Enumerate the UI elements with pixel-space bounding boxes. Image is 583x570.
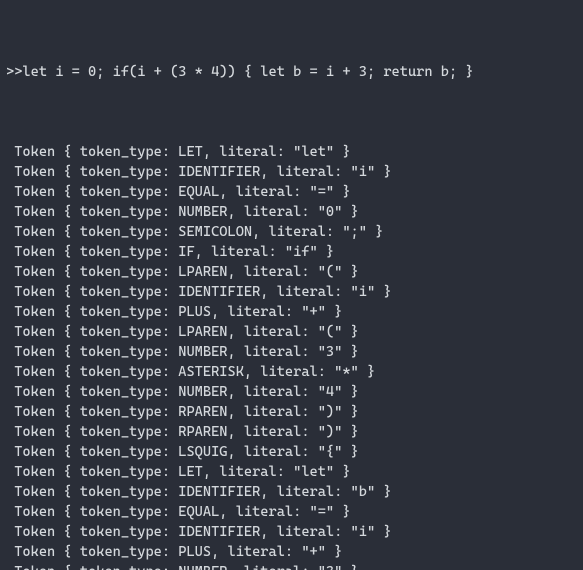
token-line: Token { token_type: EQUAL, literal: "=" … bbox=[6, 502, 577, 522]
token-line: Token { token_type: PLUS, literal: "+" } bbox=[6, 302, 577, 322]
token-line: Token { token_type: IF, literal: "if" } bbox=[6, 242, 577, 262]
token-line: Token { token_type: LET, literal: "let" … bbox=[6, 462, 577, 482]
token-line: Token { token_type: IDENTIFIER, literal:… bbox=[6, 482, 577, 502]
token-line: Token { token_type: IDENTIFIER, literal:… bbox=[6, 282, 577, 302]
token-line: Token { token_type: RPAREN, literal: ")"… bbox=[6, 422, 577, 442]
token-line: Token { token_type: IDENTIFIER, literal:… bbox=[6, 162, 577, 182]
token-line: Token { token_type: LPAREN, literal: "("… bbox=[6, 322, 577, 342]
token-line: Token { token_type: ASTERISK, literal: "… bbox=[6, 362, 577, 382]
token-line: Token { token_type: EQUAL, literal: "=" … bbox=[6, 182, 577, 202]
token-line: Token { token_type: PLUS, literal: "+" } bbox=[6, 542, 577, 562]
prompt-symbol: >> bbox=[6, 64, 22, 80]
repl-input-line: >>let i = 0; if(i + (3 * 4)) { let b = i… bbox=[6, 62, 577, 82]
terminal-output[interactable]: >>let i = 0; if(i + (3 * 4)) { let b = i… bbox=[0, 0, 583, 570]
token-line: Token { token_type: NUMBER, literal: "0"… bbox=[6, 202, 577, 222]
token-line: Token { token_type: LSQUIG, literal: "{"… bbox=[6, 442, 577, 462]
token-line: Token { token_type: LPAREN, literal: "("… bbox=[6, 262, 577, 282]
token-line: Token { token_type: LET, literal: "let" … bbox=[6, 142, 577, 162]
token-output-block: Token { token_type: LET, literal: "let" … bbox=[6, 142, 577, 570]
token-line: Token { token_type: NUMBER, literal: "3"… bbox=[6, 342, 577, 362]
token-line: Token { token_type: RPAREN, literal: ")"… bbox=[6, 402, 577, 422]
input-code: let i = 0; if(i + (3 * 4)) { let b = i +… bbox=[22, 64, 473, 80]
token-line: Token { token_type: NUMBER, literal: "4"… bbox=[6, 382, 577, 402]
token-line: Token { token_type: NUMBER, literal: "3"… bbox=[6, 562, 577, 570]
token-line: Token { token_type: IDENTIFIER, literal:… bbox=[6, 522, 577, 542]
token-line: Token { token_type: SEMICOLON, literal: … bbox=[6, 222, 577, 242]
